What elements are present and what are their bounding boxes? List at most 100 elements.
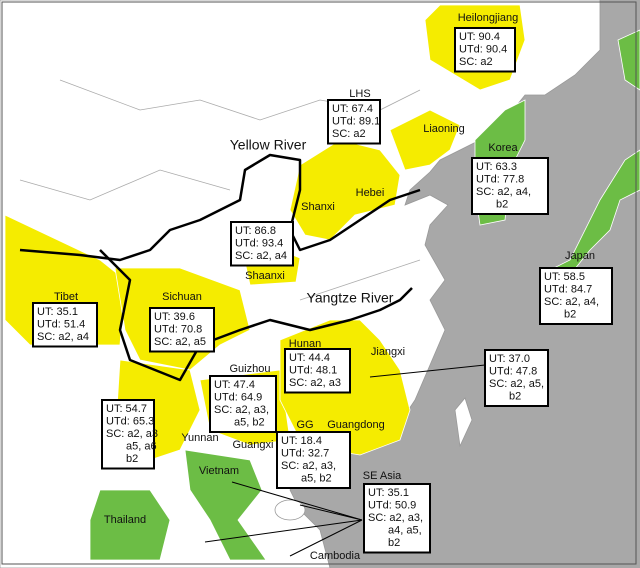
border bbox=[19, 169, 231, 201]
box-frame bbox=[149, 307, 215, 353]
box-line: UTd: 84.7 bbox=[544, 283, 592, 295]
box-line: UT: 39.6 bbox=[154, 311, 195, 323]
box-line: UT: 58.5 bbox=[544, 271, 585, 283]
box-line: b2 bbox=[388, 537, 400, 549]
box-frame bbox=[327, 99, 381, 145]
region-label: Heilongjiang bbox=[458, 12, 519, 24]
leader-line bbox=[369, 364, 486, 378]
box-line: UTd: 51.4 bbox=[37, 318, 85, 330]
region-label: Hebei bbox=[356, 187, 385, 199]
box-frame bbox=[284, 348, 351, 394]
box-line: UTd: 89.1 bbox=[332, 115, 380, 127]
thailand bbox=[89, 489, 171, 561]
region-label: Guangxi bbox=[233, 439, 274, 451]
box-line: SC: a2, a4, bbox=[476, 186, 531, 198]
border bbox=[299, 259, 421, 301]
box-line: SC: a2, a3, bbox=[281, 460, 336, 472]
box-frame bbox=[484, 349, 549, 407]
region-label: Guangdong bbox=[327, 419, 385, 431]
river-label: Yangtze River bbox=[307, 290, 394, 306]
vietnam bbox=[184, 449, 267, 561]
region-label: SE Asia bbox=[363, 470, 402, 482]
region-label: GG bbox=[296, 419, 313, 431]
box-line: SC: a2 bbox=[332, 128, 366, 140]
region-label: Korea bbox=[488, 142, 518, 154]
box-line: UTd: 90.4 bbox=[459, 43, 507, 55]
box-line: UT: 35.1 bbox=[368, 487, 409, 499]
box-line: a5, b2 bbox=[234, 416, 265, 428]
region-label: Cambodia bbox=[310, 550, 361, 562]
yellow-river bbox=[19, 153, 421, 262]
box-frame bbox=[363, 483, 431, 554]
region-label: Hunan bbox=[289, 338, 321, 350]
yangtze-river bbox=[99, 249, 413, 382]
region-label: Liaoning bbox=[423, 123, 465, 135]
box-frame bbox=[471, 157, 549, 215]
hokkaido bbox=[617, 29, 640, 91]
box-line: UT: 90.4 bbox=[459, 31, 500, 43]
box-line: SC: a2, a4 bbox=[235, 250, 287, 262]
box-line: a5, b2 bbox=[301, 472, 332, 484]
box-line: SC: a2, a5 bbox=[154, 336, 206, 348]
region-label: Sichuan bbox=[162, 291, 202, 303]
box-line: b2 bbox=[496, 198, 508, 210]
leader-line bbox=[299, 504, 363, 521]
box-line: UT: 63.3 bbox=[476, 161, 517, 173]
box-line: UT: 54.7 bbox=[106, 403, 147, 415]
leaders bbox=[204, 364, 486, 557]
box-line: UTd: 32.7 bbox=[281, 447, 329, 459]
box-line: SC: a2, a3 bbox=[289, 377, 341, 389]
leader-line bbox=[231, 481, 363, 521]
box-frame bbox=[539, 267, 613, 325]
box-frame bbox=[101, 399, 155, 470]
region-label: Vietnam bbox=[199, 465, 239, 477]
box-frame bbox=[454, 27, 516, 73]
region-label: Shaanxi bbox=[245, 270, 285, 282]
leader-line bbox=[204, 519, 363, 543]
river-label: Yellow River bbox=[230, 137, 307, 153]
region-label: Yunnan bbox=[181, 432, 218, 444]
region-label: Tibet bbox=[54, 291, 78, 303]
box-line: UTd: 65.3 bbox=[106, 415, 154, 427]
leader-line bbox=[289, 519, 363, 557]
box-line: UTd: 50.9 bbox=[368, 499, 416, 511]
box-frame bbox=[230, 221, 294, 267]
box-line: b2 bbox=[126, 453, 138, 465]
box-line: UT: 67.4 bbox=[332, 103, 373, 115]
box-line: UTd: 64.9 bbox=[214, 391, 262, 403]
box-frame bbox=[32, 302, 98, 348]
box-line: SC: a2, a3, bbox=[368, 512, 423, 524]
box-line: UTd: 70.8 bbox=[154, 323, 202, 335]
box-line: SC: a2 bbox=[459, 56, 493, 68]
box-line: SC: a2, a4 bbox=[37, 331, 89, 343]
box-frame bbox=[276, 431, 351, 489]
box-line: UT: 35.1 bbox=[37, 306, 78, 318]
region-label: Japan bbox=[565, 250, 595, 262]
taiwan bbox=[454, 397, 473, 448]
hainan bbox=[274, 499, 306, 521]
box-line: UTd: 47.8 bbox=[489, 365, 537, 377]
box-line: UTd: 48.1 bbox=[289, 364, 337, 376]
box-frame bbox=[209, 375, 277, 433]
box-line: UT: 18.4 bbox=[281, 435, 322, 447]
box-line: SC: a2, a3, bbox=[214, 404, 269, 416]
box-line: UT: 86.8 bbox=[235, 225, 276, 237]
liaoning bbox=[389, 109, 461, 171]
box-line: UT: 37.0 bbox=[489, 353, 530, 365]
region-label: Jiangxi bbox=[371, 346, 405, 358]
